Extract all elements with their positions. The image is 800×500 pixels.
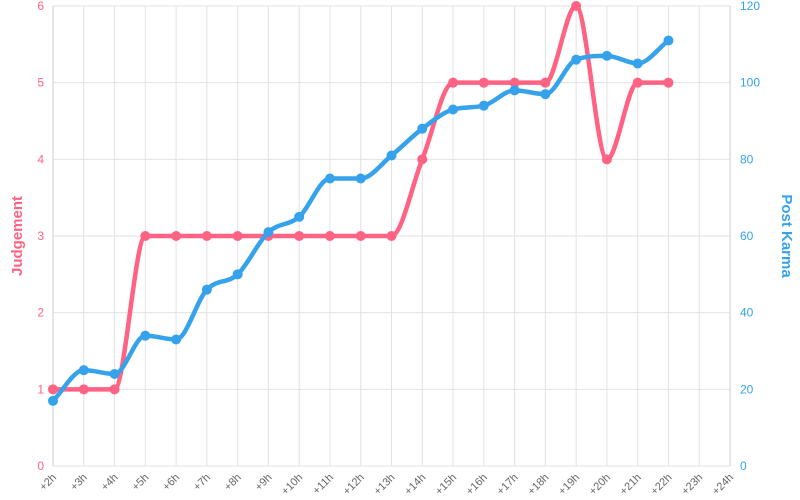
post-karma-point[interactable] <box>140 330 151 341</box>
x-tick-label: +14h <box>402 472 428 498</box>
judgement-point[interactable] <box>601 154 612 165</box>
x-tick-label: +24h <box>710 472 736 498</box>
left-tick-label: 5 <box>37 76 44 90</box>
x-tick-label: +6h <box>161 472 183 494</box>
left-tick-label: 3 <box>37 229 44 243</box>
judgement-point[interactable] <box>417 154 428 165</box>
post-karma-point[interactable] <box>478 100 489 111</box>
series <box>48 1 674 406</box>
x-tick-label: +2h <box>37 472 59 494</box>
left-tick-label: 4 <box>37 152 44 166</box>
judgement-point[interactable] <box>448 77 459 88</box>
judgement-point[interactable] <box>663 77 674 88</box>
post-karma-point[interactable] <box>632 58 643 69</box>
series-post-karma <box>48 35 674 406</box>
post-karma-point[interactable] <box>509 85 520 96</box>
post-karma-point[interactable] <box>601 50 612 61</box>
right-tick-label: 60 <box>740 229 754 243</box>
post-karma-point[interactable] <box>232 269 243 280</box>
x-tick-label: +21h <box>618 472 644 498</box>
x-tick-label: +17h <box>495 472 521 498</box>
x-tick-label: +3h <box>68 472 90 494</box>
right-tick-label: 100 <box>740 76 760 90</box>
post-karma-point[interactable] <box>448 104 459 115</box>
right-tick-label: 0 <box>740 459 747 473</box>
x-tick-label: +13h <box>372 472 398 498</box>
right-axis-title: Post Karma <box>778 194 795 278</box>
judgement-point[interactable] <box>355 231 366 241</box>
judgement-point[interactable] <box>48 384 58 395</box>
judgement-point[interactable] <box>201 231 212 241</box>
post-karma-point[interactable] <box>201 284 212 295</box>
judgement-point[interactable] <box>540 77 551 88</box>
post-karma-point[interactable] <box>263 227 274 238</box>
post-karma-point[interactable] <box>78 365 89 376</box>
x-tick-label: +5h <box>130 472 152 494</box>
judgement-point[interactable] <box>294 231 305 241</box>
x-tick-label: +9h <box>253 472 275 494</box>
left-axis-title: Judgement <box>9 196 26 276</box>
left-tick-label: 2 <box>37 306 44 320</box>
x-tick-label: +7h <box>191 472 213 494</box>
judgement-point[interactable] <box>571 1 582 11</box>
post-karma-point[interactable] <box>540 89 551 100</box>
post-karma-point[interactable] <box>294 211 305 222</box>
judgement-point[interactable] <box>632 77 643 88</box>
x-tick-label: +18h <box>525 472 551 498</box>
post-karma-point[interactable] <box>386 150 397 161</box>
right-axis-ticks: 0 20 40 60 80 100 120 <box>740 0 760 473</box>
judgement-point[interactable] <box>109 384 120 395</box>
x-axis-ticks: +2h +3h +4h +5h +6h +7h +8h +9h +10h +11h +12h +13h… <box>37 472 736 498</box>
post-karma-point[interactable] <box>109 369 120 379</box>
x-tick-label: +23h <box>679 472 705 498</box>
judgement-point[interactable] <box>509 77 520 88</box>
right-tick-label: 20 <box>740 382 754 396</box>
post-karma-point[interactable] <box>171 334 182 345</box>
post-karma-point[interactable] <box>355 173 366 184</box>
post-karma-point[interactable] <box>48 395 58 406</box>
left-tick-label: 1 <box>37 382 44 396</box>
left-tick-label: 6 <box>37 0 44 13</box>
x-tick-label: +11h <box>311 472 336 497</box>
left-tick-label: 0 <box>37 459 44 473</box>
judgement-point[interactable] <box>140 231 151 241</box>
x-tick-label: +19h <box>556 472 582 498</box>
right-tick-label: 40 <box>740 306 754 320</box>
judgement-point[interactable] <box>324 231 335 241</box>
post-karma-point[interactable] <box>324 173 335 184</box>
judgement-point[interactable] <box>386 231 397 241</box>
post-karma-point[interactable] <box>663 35 674 46</box>
post-karma-point[interactable] <box>417 123 428 134</box>
x-tick-label: +16h <box>464 472 490 498</box>
x-tick-label: +8h <box>222 472 244 494</box>
right-tick-label: 80 <box>740 152 754 166</box>
left-axis-ticks: 0 1 2 3 4 5 6 <box>37 0 44 473</box>
x-tick-label: +20h <box>587 472 613 498</box>
judgement-point[interactable] <box>232 231 243 241</box>
x-tick-label: +22h <box>649 472 675 498</box>
judgement-point[interactable] <box>478 77 489 88</box>
judgement-point[interactable] <box>171 231 182 241</box>
judgement-point[interactable] <box>78 384 89 395</box>
x-tick-label: +4h <box>99 472 121 494</box>
x-tick-label: +15h <box>433 472 459 498</box>
x-tick-label: +10h <box>279 472 305 498</box>
post-karma-point[interactable] <box>571 54 582 65</box>
right-tick-label: 120 <box>740 0 760 13</box>
x-tick-label: +12h <box>341 472 367 498</box>
